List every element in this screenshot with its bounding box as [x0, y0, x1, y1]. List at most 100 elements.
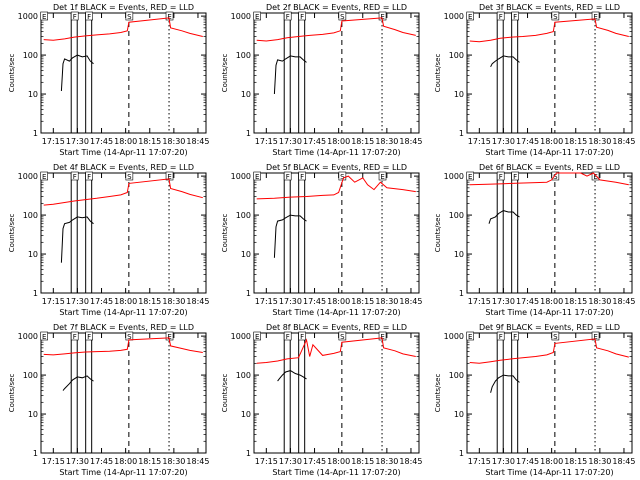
panel-9: Det 9f BLACK = Events, RED = LLD 1 10 100 10…: [434, 323, 635, 477]
x-axis-label: Start Time (14-Apr-11 17:07:20): [485, 148, 613, 157]
lld-series-line: [256, 17, 416, 42]
plot-frame: [253, 332, 420, 454]
marker-label: E: [593, 333, 597, 341]
lld-series-line: [43, 17, 203, 41]
marker-label: S: [340, 173, 345, 181]
x-tick-label: 17:30: [66, 457, 89, 466]
y-tick-label: 10: [454, 90, 464, 99]
x-tick-label: 18:15: [138, 457, 161, 466]
marker-label: E: [167, 173, 171, 181]
marker-label: F: [513, 13, 517, 21]
marker-label: E: [42, 173, 46, 181]
y-tick-label: 10: [454, 410, 464, 419]
marker-label: E: [42, 13, 46, 21]
x-tick-label: 18:00: [114, 457, 137, 466]
marker-box: [85, 331, 93, 341]
events-series-line: [277, 370, 307, 382]
panel-3: Det 3f BLACK = Events, RED = LLD 1 10 100 10…: [434, 3, 635, 157]
y-tick-label: 1: [246, 129, 251, 138]
marker-label: E: [468, 173, 472, 181]
y-tick-label: 1000: [231, 332, 251, 341]
x-axis-label: Start Time (14-Apr-11 17:07:20): [485, 468, 613, 477]
marker-box: [511, 11, 519, 21]
x-tick-label: 17:30: [66, 137, 89, 146]
y-axis-label: Counts/sec: [8, 214, 16, 253]
marker-label: E: [255, 13, 259, 21]
y-tick-label: 10: [28, 250, 38, 259]
marker-box: [551, 11, 560, 21]
panel-1: Det 1f BLACK = Events, RED = LLD 1 10 100 10…: [8, 3, 209, 157]
marker-box: [551, 171, 560, 181]
x-tick-label: 17:15: [468, 457, 491, 466]
marker-label: S: [553, 333, 558, 341]
panel-title: Det 2f BLACK = Events, RED = LLD: [266, 3, 407, 12]
y-tick-label: 10: [241, 90, 251, 99]
y-tick-label: 1: [459, 449, 464, 458]
marker-label: E: [167, 333, 171, 341]
lld-series-line: [469, 172, 629, 186]
y-tick-label: 100: [236, 211, 251, 220]
marker-box: [283, 331, 292, 341]
events-series-line: [488, 210, 520, 224]
marker-box: [253, 331, 261, 341]
lld-series-line: [43, 337, 203, 356]
marker-box: [40, 11, 48, 21]
marker-box: [338, 11, 347, 21]
y-tick-label: 100: [23, 211, 38, 220]
lld-series-line: [469, 338, 629, 364]
marker-label: F: [499, 333, 503, 341]
x-tick-label: 17:45: [303, 297, 326, 306]
marker-label: S: [127, 173, 132, 181]
x-tick-label: 17:15: [42, 457, 65, 466]
x-tick-label: 17:15: [42, 137, 65, 146]
marker-box: [283, 11, 292, 21]
marker-box: [85, 11, 93, 21]
marker-box: [253, 171, 261, 181]
marker-label: S: [340, 333, 345, 341]
marker-box: [378, 171, 387, 181]
marker-label: F: [499, 13, 503, 21]
x-tick-label: 17:45: [90, 297, 113, 306]
x-tick-label: 18:30: [162, 457, 185, 466]
x-tick-label: 18:00: [540, 457, 563, 466]
marker-label: E: [380, 173, 384, 181]
x-tick-label: 17:30: [279, 137, 302, 146]
x-tick-label: 17:30: [492, 137, 515, 146]
y-tick-label: 1000: [18, 332, 38, 341]
y-axis-label: Counts/sec: [221, 214, 229, 253]
marker-label: S: [127, 13, 132, 21]
marker-box: [85, 171, 93, 181]
marker-box: [466, 171, 474, 181]
y-tick-label: 100: [236, 371, 251, 380]
x-tick-label: 17:45: [516, 137, 539, 146]
x-tick-label: 17:30: [66, 297, 89, 306]
x-tick-label: 18:15: [138, 137, 161, 146]
marker-label: E: [167, 13, 171, 21]
x-tick-label: 17:30: [279, 297, 302, 306]
marker-label: F: [499, 173, 503, 181]
x-tick-label: 18:45: [612, 297, 635, 306]
marker-label: E: [42, 333, 46, 341]
marker-label: E: [468, 13, 472, 21]
marker-label: F: [286, 13, 290, 21]
x-tick-label: 18:45: [186, 297, 209, 306]
panel-title: Det 8f BLACK = Events, RED = LLD: [266, 323, 407, 332]
marker-box: [496, 171, 505, 181]
marker-box: [70, 331, 79, 341]
x-tick-label: 18:30: [375, 297, 398, 306]
plot-frame: [40, 172, 207, 294]
y-tick-label: 10: [454, 250, 464, 259]
marker-label: E: [255, 173, 259, 181]
marker-label: E: [380, 13, 384, 21]
plot-frame: [253, 172, 420, 294]
x-tick-label: 18:45: [399, 457, 422, 466]
panel-7: Det 7f BLACK = Events, RED = LLD 1 10 100 10…: [8, 323, 209, 477]
y-axis-label: Counts/sec: [221, 54, 229, 93]
marker-label: S: [553, 173, 558, 181]
lld-series-line: [43, 178, 203, 206]
y-tick-label: 100: [449, 371, 464, 380]
y-tick-label: 100: [23, 51, 38, 60]
y-axis-label: Counts/sec: [221, 374, 229, 413]
marker-box: [298, 171, 306, 181]
